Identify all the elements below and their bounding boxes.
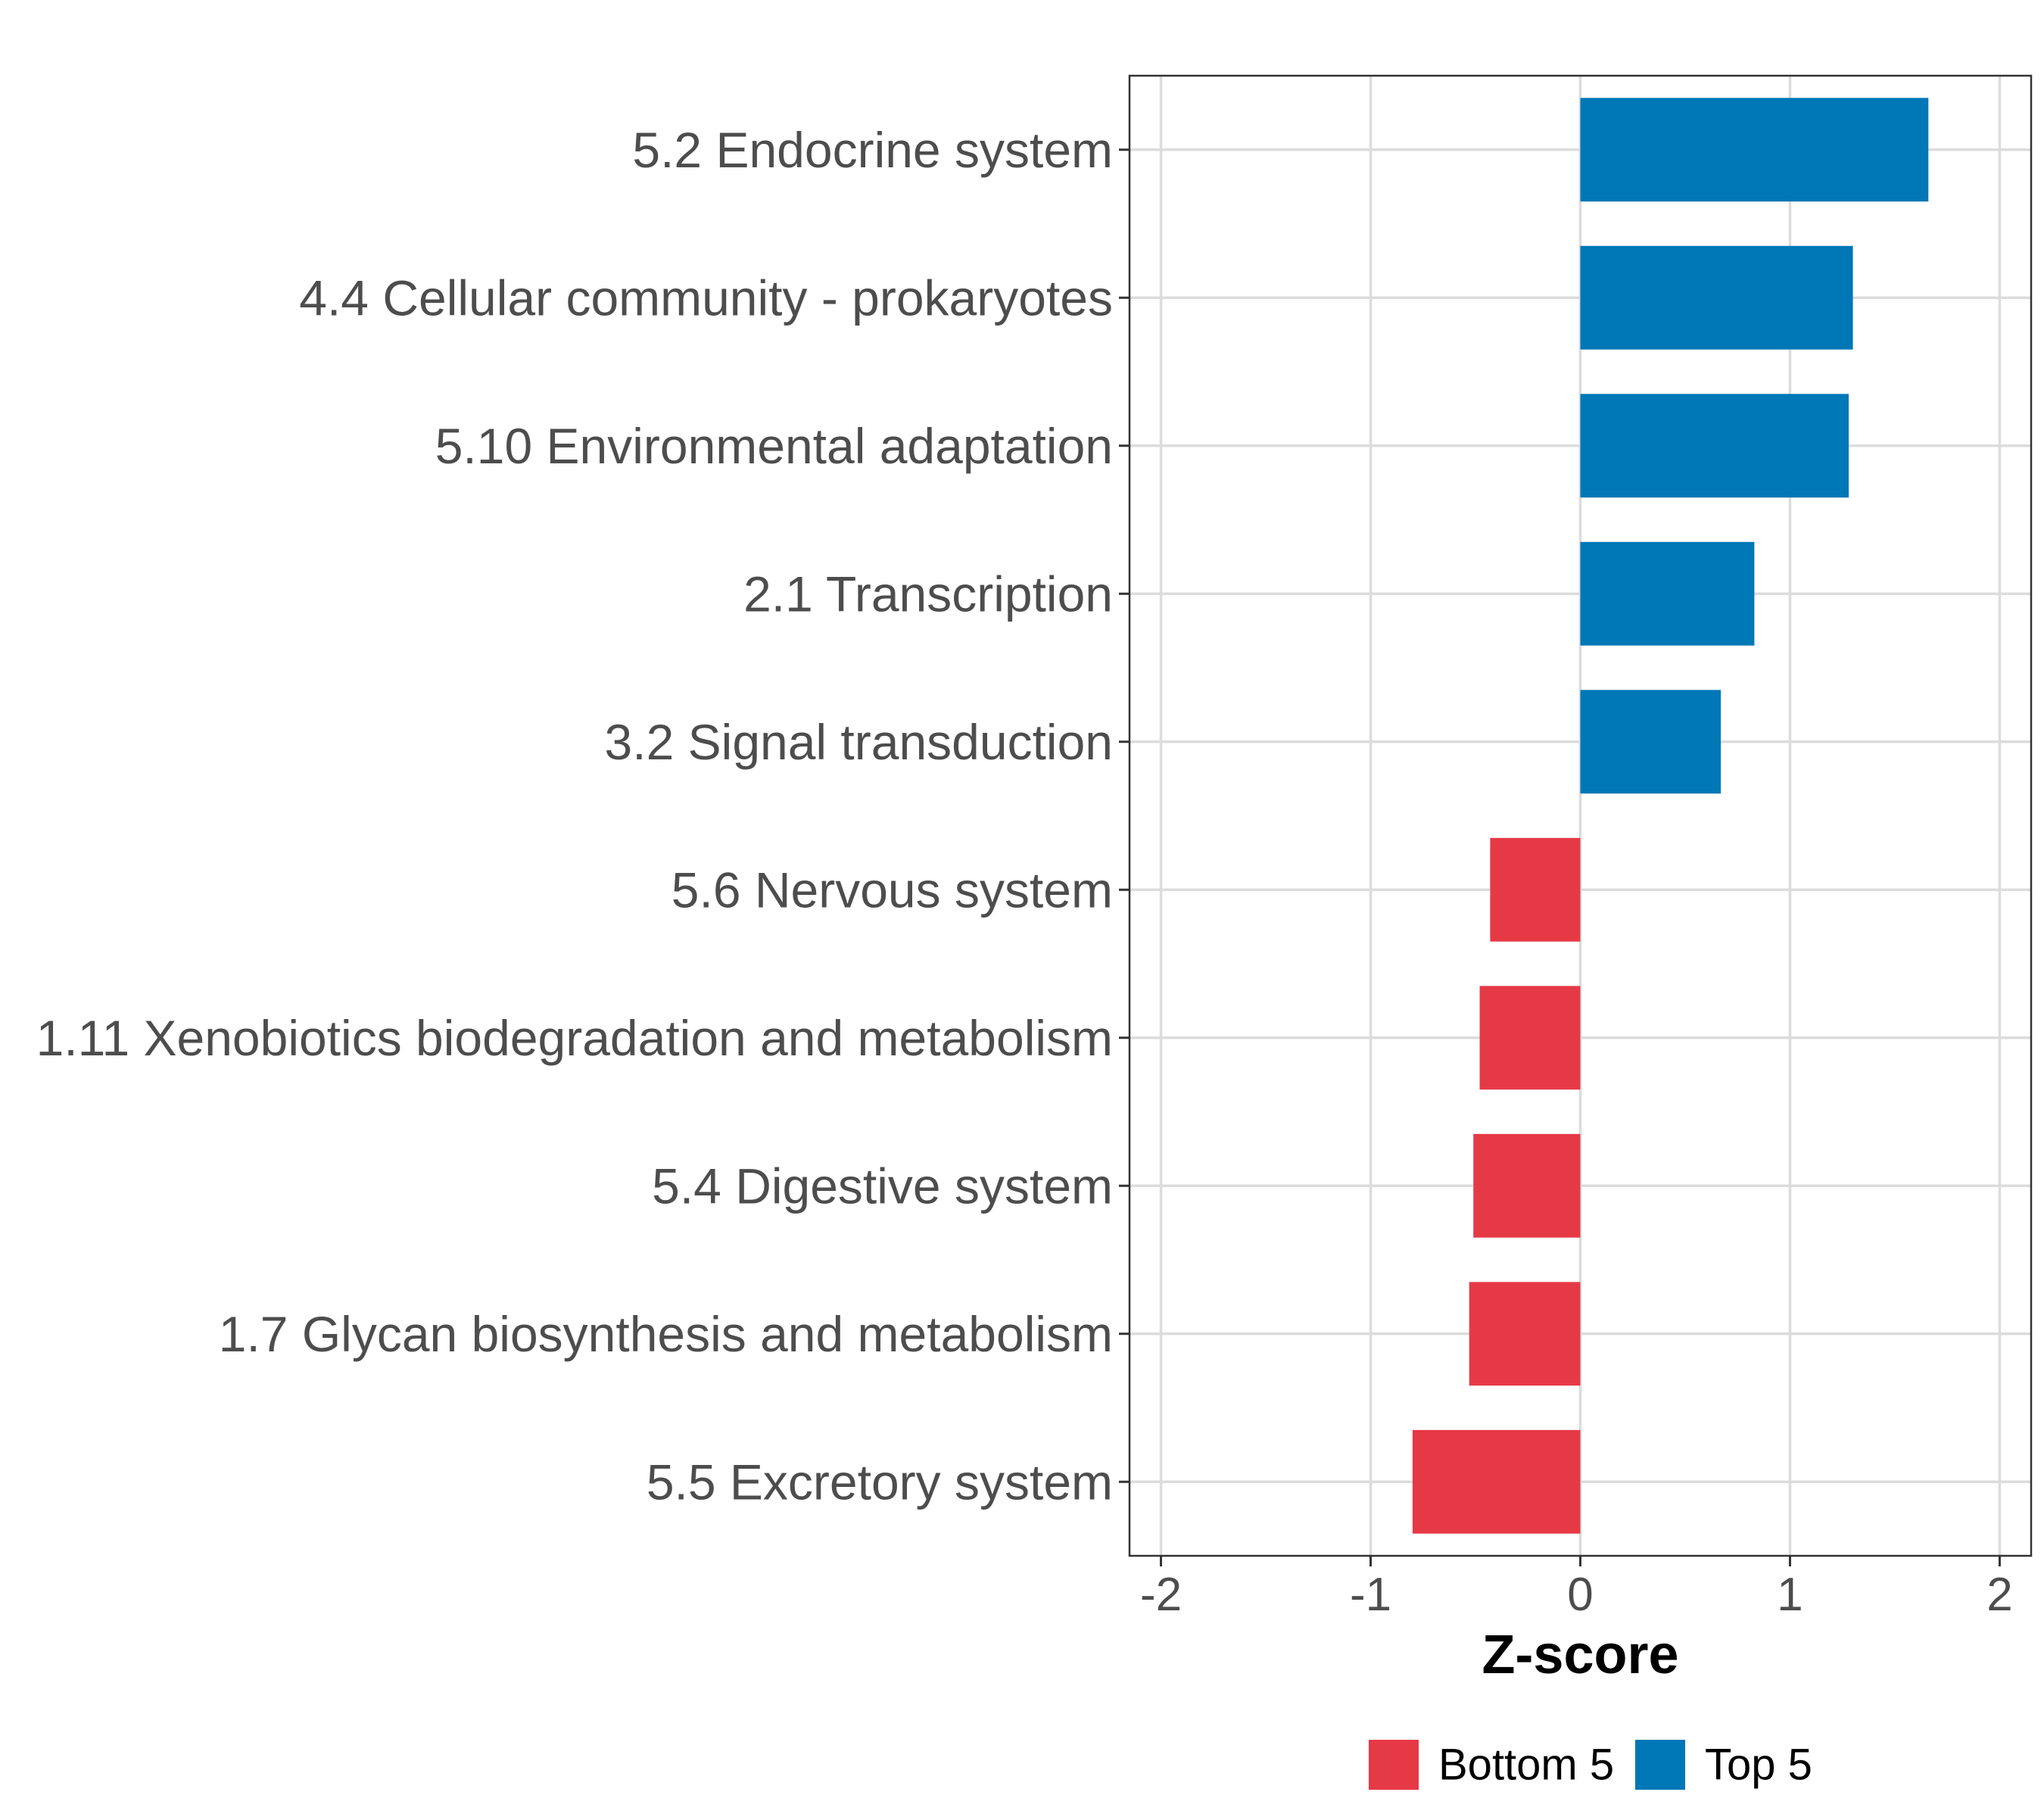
y-tick-label: 4.4 Cellular community - prokaryotes bbox=[299, 270, 1113, 326]
y-tick-label: 5.5 Excretory system bbox=[647, 1454, 1113, 1510]
y-tick-label: 5.6 Nervous system bbox=[671, 862, 1113, 918]
x-tick-label: 1 bbox=[1777, 1569, 1803, 1621]
y-axis: 5.2 Endocrine system 4.4 Cellular communi… bbox=[36, 122, 1129, 1510]
y-tick-label: 1.7 Glycan biosynthesis and metabolism bbox=[219, 1306, 1113, 1362]
y-tick-label: 5.2 Endocrine system bbox=[632, 122, 1113, 178]
bar bbox=[1469, 1282, 1581, 1386]
legend-swatch bbox=[1635, 1740, 1685, 1790]
x-tick-label: -1 bbox=[1350, 1569, 1391, 1621]
x-tick-label: 0 bbox=[1567, 1569, 1593, 1621]
bar bbox=[1580, 98, 1929, 202]
x-tick-label: 2 bbox=[1986, 1569, 2012, 1621]
bar bbox=[1479, 986, 1581, 1090]
bar bbox=[1473, 1133, 1581, 1238]
legend-swatch bbox=[1369, 1740, 1419, 1790]
bar bbox=[1580, 541, 1755, 646]
y-tick-label: 5.4 Digestive system bbox=[652, 1158, 1113, 1214]
y-tick-label: 2.1 Transcription bbox=[743, 566, 1113, 622]
bar bbox=[1412, 1429, 1581, 1534]
bars bbox=[1412, 98, 1929, 1534]
x-tick-label: -2 bbox=[1140, 1569, 1182, 1621]
bar bbox=[1580, 394, 1849, 498]
legend-label: Bottom 5 bbox=[1438, 1741, 1614, 1790]
bar bbox=[1580, 690, 1722, 794]
y-tick-label: 1.11 Xenobiotics biodegradation and meta… bbox=[36, 1010, 1113, 1066]
bar bbox=[1490, 837, 1581, 942]
y-tick-label: 3.2 Signal transduction bbox=[605, 714, 1113, 770]
legend: Bottom 5 Top 5 bbox=[1369, 1740, 1812, 1790]
bar bbox=[1580, 245, 1853, 350]
x-axis-title: Z-score bbox=[1482, 1625, 1678, 1685]
x-axis: -2 -1 0 1 2 bbox=[1140, 1556, 2013, 1621]
legend-label: Top 5 bbox=[1705, 1741, 1812, 1790]
y-tick-label: 5.10 Environmental adaptation bbox=[435, 418, 1113, 474]
